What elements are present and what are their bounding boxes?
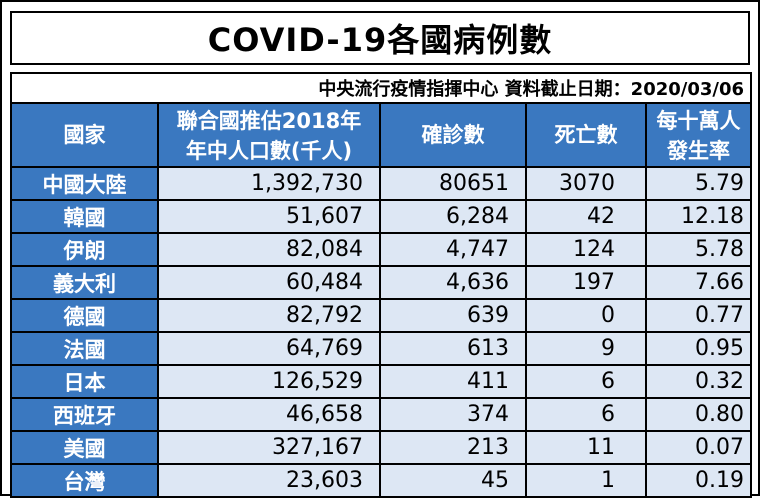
population-cell: 51,607 [157,199,381,234]
country-cell: 德國 [10,298,159,333]
header-row: 國家 聯合國推估2018年 年中人口數(千人) 確診數 死亡數 每十萬人 發生率 [10,102,753,168]
population-cell: 327,167 [157,430,381,465]
table-row: 中國大陸 1,392,730 80651 3070 5.79 [10,166,753,201]
rate-cell: 7.66 [644,265,753,300]
table-row: 韓國 51,607 6,284 42 12.18 [10,199,753,234]
header-rate-line2: 發生率 [667,139,730,163]
deaths-cell: 124 [525,232,647,267]
table-row: 義大利 60,484 4,636 197 7.66 [10,265,753,300]
cases-cell: 613 [379,331,527,366]
table-row: 台灣 23,603 45 1 0.19 [10,463,753,498]
cases-cell: 4,636 [379,265,527,300]
population-cell: 82,792 [157,298,381,333]
country-cell: 中國大陸 [10,166,159,201]
header-deaths: 死亡數 [525,102,647,168]
country-cell: 義大利 [10,265,159,300]
country-cell: 美國 [10,430,159,465]
country-cell: 韓國 [10,199,159,234]
deaths-cell: 3070 [525,166,647,201]
header-rate: 每十萬人 發生率 [644,102,753,168]
table-row: 美國 327,167 213 11 0.07 [10,430,753,465]
table-row: 日本 126,529 411 6 0.32 [10,364,753,399]
rate-cell: 0.77 [644,298,753,333]
deaths-cell: 6 [525,364,647,399]
header-cases: 確診數 [379,102,527,168]
country-cell: 伊朗 [10,232,159,267]
country-cell: 西班牙 [10,397,159,432]
rate-cell: 0.80 [644,397,753,432]
country-cell: 日本 [10,364,159,399]
header-country: 國家 [10,102,159,168]
population-cell: 64,769 [157,331,381,366]
country-cell: 法國 [10,331,159,366]
population-cell: 60,484 [157,265,381,300]
rate-cell: 0.19 [644,463,753,498]
header-population-line1: 聯合國推估2018年 [176,109,362,133]
population-cell: 82,084 [157,232,381,267]
covid-table: 中央流行疫情指揮中心 資料截止日期：2020/03/06 國家 聯合國推估201… [9,72,753,498]
deaths-cell: 6 [525,397,647,432]
deaths-cell: 9 [525,331,647,366]
population-cell: 126,529 [157,364,381,399]
population-cell: 46,658 [157,397,381,432]
title-box: COVID-19各國病例數 [10,11,750,65]
country-cell: 台灣 [10,463,159,498]
cases-cell: 411 [379,364,527,399]
rate-cell: 0.07 [644,430,753,465]
cases-cell: 213 [379,430,527,465]
deaths-cell: 1 [525,463,647,498]
population-cell: 1,392,730 [157,166,381,201]
rate-cell: 0.95 [644,331,753,366]
rate-cell: 12.18 [644,199,753,234]
source-row: 中央流行疫情指揮中心 資料截止日期：2020/03/06 [9,72,753,104]
header-population-line2: 年中人口數(千人) [185,139,353,163]
table-body: 中國大陸 1,392,730 80651 3070 5.79 韓國 51,607 6,284 4… [10,166,753,498]
deaths-cell: 197 [525,265,647,300]
deaths-cell: 0 [525,298,647,333]
rate-cell: 5.79 [644,166,753,201]
cases-cell: 639 [379,298,527,333]
cases-cell: 80651 [379,166,527,201]
cases-cell: 45 [379,463,527,498]
rate-cell: 0.32 [644,364,753,399]
cases-cell: 374 [379,397,527,432]
cases-cell: 6,284 [379,199,527,234]
header-population: 聯合國推估2018年 年中人口數(千人) [157,102,381,168]
source-note: 中央流行疫情指揮中心 資料截止日期：2020/03/06 [9,72,753,104]
table-row: 德國 82,792 639 0 0.77 [10,298,753,333]
table-row: 法國 64,769 613 9 0.95 [10,331,753,366]
table-row: 西班牙 46,658 374 6 0.80 [10,397,753,432]
deaths-cell: 42 [525,199,647,234]
rate-cell: 5.78 [644,232,753,267]
cases-cell: 4,747 [379,232,527,267]
header-rate-line1: 每十萬人 [656,109,741,133]
population-cell: 23,603 [157,463,381,498]
deaths-cell: 11 [525,430,647,465]
page-title: COVID-19各國病例數 [207,21,553,59]
table-row: 伊朗 82,084 4,747 124 5.78 [10,232,753,267]
